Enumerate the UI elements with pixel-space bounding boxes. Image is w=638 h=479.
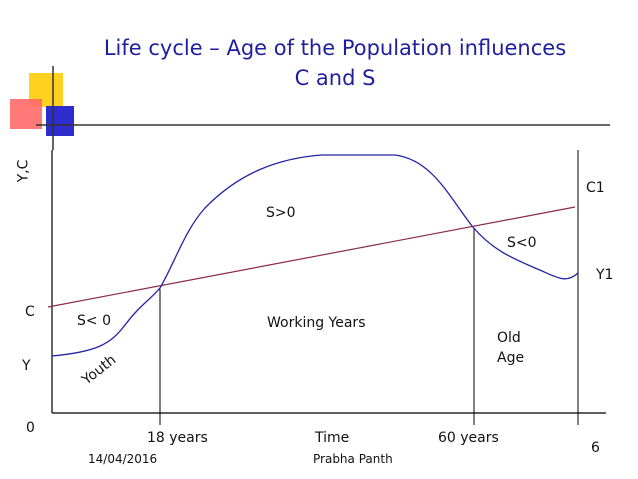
positive-saving-label: S>0 xyxy=(266,205,296,221)
y-axis-label: Y,C xyxy=(15,159,32,183)
negative-saving-youth-label: S< 0 xyxy=(77,313,111,329)
page-number: 6 xyxy=(591,440,600,456)
title-line-2: C and S xyxy=(294,66,376,90)
c-intercept-label: C xyxy=(25,304,35,320)
c1-label: C1 xyxy=(586,180,605,196)
footer-author: Prabha Panth xyxy=(313,452,393,466)
age-label: Age xyxy=(497,350,525,366)
old-label: Old xyxy=(497,330,521,346)
title-line-1: Life cycle – Age of the Population influ… xyxy=(103,36,567,60)
footer-date: 14/04/2016 xyxy=(88,452,158,466)
deco-red-square xyxy=(10,99,42,129)
origin-label: 0 xyxy=(26,420,35,436)
y1-label: Y1 xyxy=(596,267,614,283)
deco-blue-square xyxy=(46,106,74,136)
consumption-line xyxy=(47,206,576,308)
working-years-label: Working Years xyxy=(267,315,366,331)
x-axis-label: Time xyxy=(315,430,350,446)
age-60-label: 60 years xyxy=(438,430,499,446)
slide-title: Life cycle – Age of the Population influ… xyxy=(60,33,610,93)
age-18-label: 18 years xyxy=(147,430,208,446)
negative-saving-old-label: S<0 xyxy=(507,235,537,251)
decorative-logo xyxy=(10,66,610,150)
income-curve xyxy=(51,154,579,357)
y-intercept-label: Y xyxy=(22,358,31,374)
